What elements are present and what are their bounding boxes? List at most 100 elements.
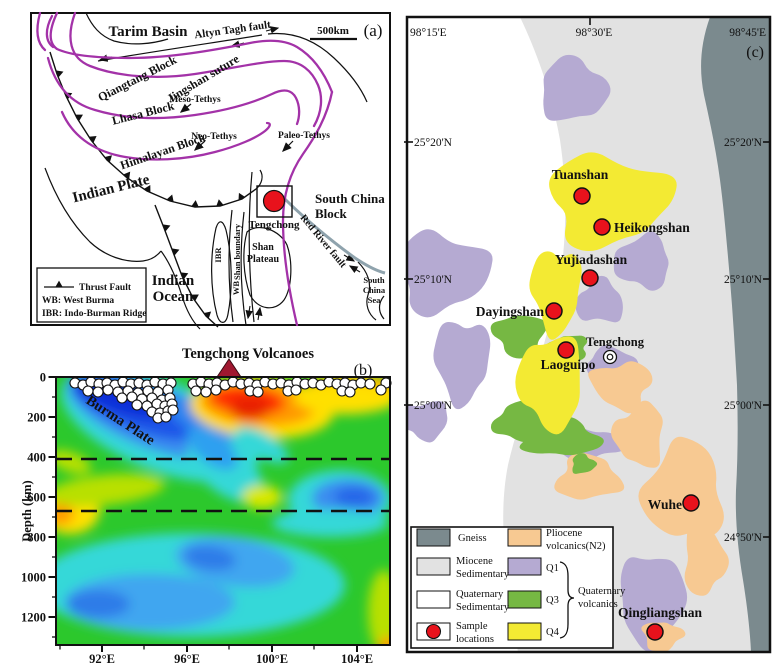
x-tick-label: 104°E	[341, 652, 373, 666]
label-south-china-block-1: South China	[315, 191, 385, 206]
label-meso-tethys: Meso-Tethys	[169, 95, 221, 105]
y-tick-label: 1200	[21, 611, 46, 625]
graticule-labels: 25°20'N 25°20'N 25°10'N 25°10'N 25°00'N 25°00…	[404, 17, 771, 544]
y-tick-label: 400	[27, 451, 46, 465]
label-south-china-sea-3: Sea	[368, 295, 382, 305]
legend-qsed-2: Sedimentary	[456, 602, 510, 613]
panel-b-label: (b)	[354, 362, 373, 379]
panel-b-title: Tengchong Volcanoes	[182, 346, 314, 362]
sample-location-yujiadashan	[581, 269, 599, 287]
panel-c-map: 25°20'N 25°20'N 25°10'N 25°10'N 25°00'N 25°00…	[404, 15, 772, 654]
panel-a-map: Tarim Basin Altyn Tagh fault 500km (a) J…	[30, 11, 391, 330]
swatch-quaternary-sed	[416, 590, 451, 609]
suture-lines	[36, 11, 334, 327]
patch-n2	[638, 436, 724, 537]
patch-n2	[554, 452, 625, 500]
label-south-china-sea-1: South	[363, 275, 385, 285]
earthquake-marker	[200, 386, 212, 398]
label-tengchong: Tengchong	[249, 219, 300, 231]
label-dayingshan: Dayingshan	[476, 304, 545, 319]
label-tuanshan: Tuanshan	[552, 167, 609, 182]
earthquake-marker	[375, 384, 387, 396]
patch-q4	[529, 251, 582, 340]
swatch-q1	[507, 557, 542, 576]
red-river-fault-line	[276, 190, 386, 275]
legend-gneiss: Gneiss	[458, 533, 487, 544]
earthquake-marker	[102, 384, 114, 396]
legend-q4: Q4	[546, 627, 560, 638]
legend-q3: Q3	[546, 595, 559, 606]
label-yujiadashan: Yujiadashan	[555, 252, 628, 267]
gneiss-region	[701, 17, 770, 652]
sample-location-icon	[425, 623, 442, 640]
tomography-blob	[235, 426, 289, 464]
legend-thrust-fault: Thrust Fault	[79, 283, 132, 293]
panel-c-legend: Gneiss Miocene Sedimentary Quaternary Se…	[410, 526, 626, 649]
lat-label-right: 25°00'N	[724, 400, 763, 412]
earthquake-marker	[290, 384, 302, 396]
panel-a-label: (a)	[364, 21, 383, 40]
legend-sample-2: locations	[456, 634, 494, 645]
y-tick-label: 200	[27, 411, 46, 425]
tomography-blob	[56, 503, 74, 525]
legend-miocene-2: Sedimentary	[456, 569, 510, 580]
patch-q1	[575, 275, 623, 323]
swatch-miocene	[416, 557, 451, 576]
legend-ibr: IBR: Indo-Burman Ridge	[42, 309, 147, 319]
lat-label-left: 25°10'N	[414, 274, 453, 286]
x-tick-label: 100°E	[256, 652, 288, 666]
patch-q1	[433, 321, 491, 410]
sample-location-qingliangshan	[646, 623, 664, 641]
label-south-china-sea-2: China	[363, 285, 386, 295]
patch-n2	[684, 524, 729, 596]
patch-q1	[407, 401, 448, 443]
earthquake-marker	[190, 385, 202, 397]
panel-b-plot-border	[55, 376, 391, 646]
patch-n2	[588, 361, 653, 414]
swatch-gneiss	[416, 528, 451, 547]
tomography-blob	[186, 426, 238, 470]
label-shan-plateau-1: Shan	[252, 242, 274, 253]
legend-q1: Q1	[546, 563, 559, 574]
earthquake-marker	[344, 386, 356, 398]
tethys-arrows	[179, 103, 294, 152]
tomography-blob	[184, 545, 236, 571]
earthquake-marker	[210, 384, 222, 396]
patch-q4	[515, 336, 580, 435]
lon-label: 98°45'E	[729, 27, 766, 39]
label-shan-boundary: Shan boundary	[232, 223, 242, 280]
x-tick-label: 96°E	[174, 652, 200, 666]
label-heikongshan: Heikongshan	[614, 220, 690, 235]
legend-brace	[559, 561, 575, 639]
earthquake-marker	[252, 386, 264, 398]
tomography-blob	[56, 473, 165, 507]
swatch-q3	[507, 590, 542, 609]
patch-q1	[613, 231, 669, 291]
tomography-blob	[334, 487, 374, 507]
sample-sites: Tuanshan Heikongshan Yujiadashan Dayingshan…	[476, 167, 703, 641]
y-tick-label: 600	[27, 491, 46, 505]
volcanic-patches	[407, 54, 729, 652]
panel-b-axes: 92°E 96°E 100°E 104°E 0 200 400 600 800 1000 1200	[21, 371, 373, 667]
lat-label-right: 25°20'N	[724, 137, 763, 149]
label-neo-tethys: Neo-Tethys	[191, 132, 237, 142]
lat-label-left: 25°20'N	[414, 137, 453, 149]
panel-b-section: Tengchong Volcanoes (b) Burma Plate 92°E…	[20, 346, 392, 667]
label-tengchong-city: Tengchong	[586, 335, 645, 349]
lat-label-right: 24°50'N	[724, 532, 763, 544]
sample-location-laoguipo	[557, 341, 575, 359]
legend-qsed-1: Quaternary	[456, 589, 504, 600]
earthquake-marker	[167, 404, 179, 416]
earthquake-marker	[131, 399, 143, 411]
legend-wb: WB: West Burma	[42, 296, 114, 306]
label-laoguipo: Laoguipo	[541, 357, 596, 372]
tomography-blob	[272, 509, 388, 537]
earthquake-marker	[355, 377, 367, 389]
tomography-blob	[66, 590, 130, 618]
tomography-blob	[230, 396, 270, 420]
earthquake-marker	[364, 378, 376, 390]
sample-location-wuhe	[682, 494, 700, 512]
legend-sample-1: Sample	[456, 621, 488, 632]
label-south-china-block-2: Block	[315, 206, 348, 221]
